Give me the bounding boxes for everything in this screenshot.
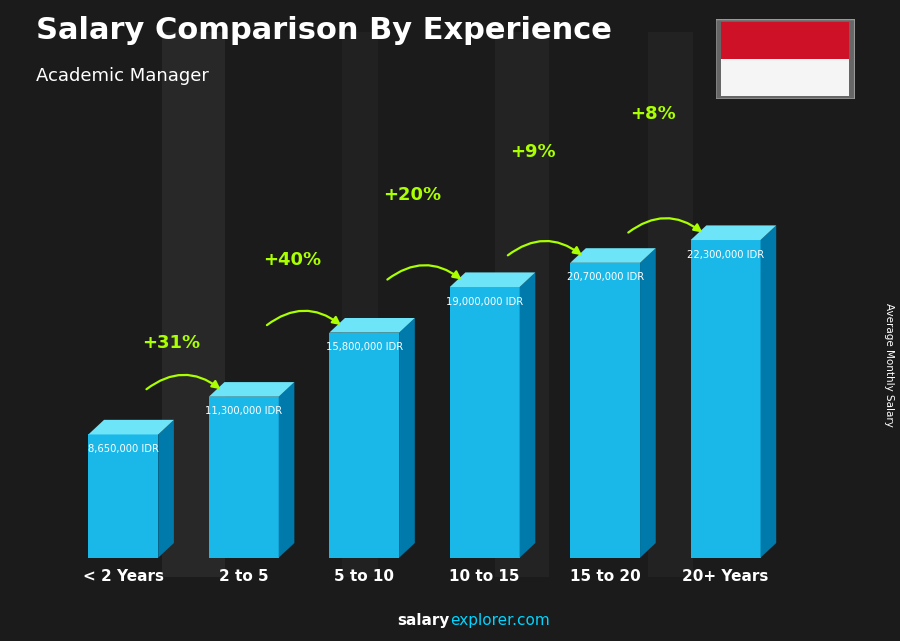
Bar: [721, 22, 850, 60]
Polygon shape: [450, 272, 536, 287]
Text: +31%: +31%: [142, 335, 201, 353]
Bar: [342, 32, 378, 577]
Polygon shape: [88, 435, 158, 558]
Bar: [495, 32, 549, 577]
Text: +20%: +20%: [383, 187, 442, 204]
Polygon shape: [690, 240, 760, 558]
Polygon shape: [279, 382, 294, 558]
Text: 22,300,000 IDR: 22,300,000 IDR: [687, 249, 764, 260]
Bar: [648, 32, 693, 577]
Text: Academic Manager: Academic Manager: [36, 67, 209, 85]
Polygon shape: [519, 272, 536, 558]
Bar: [721, 60, 850, 96]
Text: explorer.com: explorer.com: [450, 613, 550, 628]
Text: Salary Comparison By Experience: Salary Comparison By Experience: [36, 16, 612, 45]
Text: Average Monthly Salary: Average Monthly Salary: [884, 303, 894, 428]
Polygon shape: [88, 420, 174, 435]
Polygon shape: [760, 226, 776, 558]
Polygon shape: [329, 318, 415, 333]
Polygon shape: [329, 333, 400, 558]
Polygon shape: [571, 248, 656, 263]
Text: 20,700,000 IDR: 20,700,000 IDR: [567, 272, 644, 283]
Text: 8,650,000 IDR: 8,650,000 IDR: [88, 444, 158, 454]
Polygon shape: [209, 382, 294, 397]
Text: +9%: +9%: [510, 143, 555, 161]
Text: salary: salary: [398, 613, 450, 628]
Polygon shape: [450, 287, 519, 558]
Polygon shape: [209, 397, 279, 558]
Polygon shape: [400, 318, 415, 558]
Polygon shape: [640, 248, 656, 558]
Text: +8%: +8%: [631, 104, 676, 122]
Polygon shape: [690, 226, 776, 240]
Text: 19,000,000 IDR: 19,000,000 IDR: [446, 297, 523, 306]
Text: 11,300,000 IDR: 11,300,000 IDR: [205, 406, 283, 416]
Polygon shape: [571, 263, 640, 558]
Polygon shape: [158, 420, 174, 558]
FancyBboxPatch shape: [716, 19, 855, 99]
Text: +40%: +40%: [263, 251, 321, 269]
Text: 15,800,000 IDR: 15,800,000 IDR: [326, 342, 403, 352]
Bar: [162, 32, 225, 577]
